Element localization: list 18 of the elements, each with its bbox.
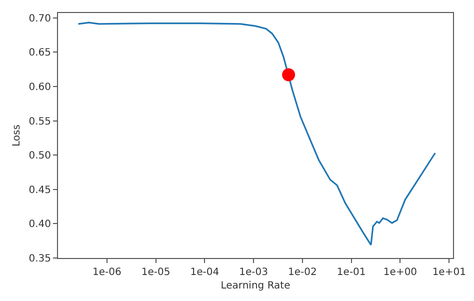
y-tick-label: 0.65: [28, 48, 51, 59]
x-tick-label: 1e+00: [383, 267, 418, 278]
x-tick-label: 1e-01: [336, 267, 366, 278]
x-tick-label: 1e-02: [288, 267, 317, 278]
x-tick-label: 1e-05: [141, 267, 170, 278]
x-tick-label: 1e-03: [239, 267, 268, 278]
x-tick-label: 1e-06: [92, 267, 122, 278]
y-tick-label: 0.55: [28, 116, 51, 128]
y-tick-label: 0.40: [28, 219, 51, 230]
y-tick-label: 0.60: [28, 82, 51, 93]
x-axis-title: Learning Rate: [220, 280, 290, 292]
y-axis-title: Loss: [12, 124, 23, 146]
x-tick-label: 1e+01: [432, 267, 466, 278]
y-tick-label: 0.50: [28, 150, 51, 162]
y-tick-label: 0.70: [28, 13, 51, 24]
y-tick-label: 0.35: [28, 254, 51, 264]
y-tick-label: 0.45: [28, 184, 51, 196]
x-tick-label: 1e-04: [190, 267, 220, 278]
